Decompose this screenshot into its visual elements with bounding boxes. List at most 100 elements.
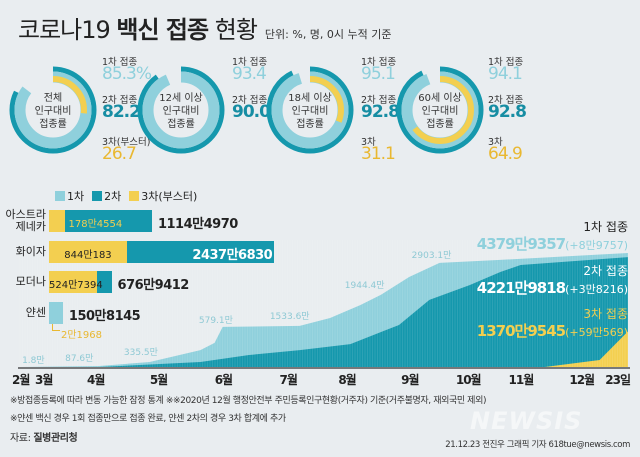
donut-chart bbox=[137, 66, 225, 154]
data-label: 1533.6만 bbox=[269, 312, 310, 323]
total-number: 1370만9545 bbox=[476, 322, 566, 340]
donut-dose2-arc bbox=[9, 66, 97, 154]
bar-dose2-segment bbox=[65, 210, 152, 232]
donut-dose2-arc bbox=[396, 66, 484, 154]
x-tick-label: 10월 bbox=[455, 373, 482, 387]
center-line: 인구대비 bbox=[421, 106, 459, 117]
dose3-label: 3차 bbox=[488, 137, 503, 148]
total-value: 4221만9818(+3만8216) bbox=[477, 277, 628, 298]
page-title: 코로나19 백신 접종 현황 bbox=[18, 16, 258, 44]
dose2-value: 90.0 bbox=[232, 102, 271, 122]
donut-center-label: 60세 이상 인구대비 접종률 bbox=[410, 92, 470, 131]
unit-note: 단위: %, 명, 0시 누적 기준 bbox=[264, 28, 392, 41]
legend-dose3: 3차(부스터) bbox=[129, 188, 197, 204]
total-label: 2차 접종 bbox=[583, 264, 628, 278]
dose3-area bbox=[544, 331, 628, 367]
total-number: 4221만9818 bbox=[476, 279, 566, 297]
bar-dose1-segment bbox=[49, 302, 63, 324]
dose3-label: 3차 bbox=[361, 137, 376, 148]
legend: 1차 2차 3차(부스터) bbox=[55, 188, 197, 204]
x-tick-label: 8월 bbox=[338, 373, 356, 387]
x-tick-label: 5월 bbox=[149, 373, 168, 387]
bar-total-value: 1114만4970 bbox=[157, 217, 238, 232]
x-tick-label: 23일 bbox=[605, 373, 631, 387]
x-tick-label: 12월 bbox=[569, 373, 595, 387]
bar-dose3-segment bbox=[49, 271, 98, 293]
center-line: 인구대비 bbox=[291, 106, 329, 117]
bar-inner-value: 178만4554 bbox=[68, 219, 123, 230]
center-line: 인구대비 bbox=[34, 106, 72, 117]
note-bracket bbox=[52, 324, 60, 331]
bar-total-value: 150만8145 bbox=[68, 309, 141, 324]
center-line: 접종률 bbox=[296, 119, 324, 130]
dose1-value: 95.1 bbox=[361, 64, 396, 84]
credit: 21.12.23 전진우 그래픽 기자 618tue@newsis.com bbox=[445, 440, 630, 450]
data-label: 579.1만 bbox=[198, 315, 233, 326]
x-tick-label: 9월 bbox=[401, 373, 419, 387]
bar-dose3-segment bbox=[49, 210, 66, 232]
data-label: 1.8만 bbox=[22, 355, 45, 366]
x-tick-label: 3월 bbox=[35, 373, 53, 387]
dose1-label: 1차 접종 bbox=[361, 57, 397, 68]
bar-dose2-segment bbox=[126, 241, 275, 263]
center-line: 18세 이상 bbox=[288, 93, 332, 104]
legend-dose1: 1차 bbox=[55, 188, 84, 204]
booster-note: 2만1968 bbox=[61, 330, 103, 341]
dose1-value: 85.3% bbox=[102, 64, 152, 84]
dose2-label: 2차 접종 bbox=[232, 95, 268, 106]
legend-dose2: 2차 bbox=[92, 188, 121, 204]
center-line: 전체 bbox=[43, 93, 63, 104]
dose1-label: 1차 접종 bbox=[102, 57, 138, 68]
dose1-label: 1차 접종 bbox=[232, 57, 268, 68]
dose2-label: 2차 접종 bbox=[488, 95, 524, 106]
total-delta: (+3만8216) bbox=[565, 283, 628, 296]
dose2-area bbox=[20, 257, 628, 367]
bar-inner-value: 524만7394 bbox=[49, 280, 103, 291]
dose3-value: 31.1 bbox=[361, 144, 396, 164]
dose1-label: 1차 접종 bbox=[488, 57, 524, 68]
total-label: 1차 접종 bbox=[583, 220, 628, 234]
donut-dose2-arc bbox=[266, 66, 354, 154]
bar-total-value: 676만9412 bbox=[117, 278, 190, 293]
dose3-value: 64.9 bbox=[488, 144, 523, 164]
dose2-label: 2차 접종 bbox=[102, 95, 138, 106]
x-tick-label: 7월 bbox=[279, 373, 298, 387]
donut-dose3-arc bbox=[19, 76, 87, 144]
total-value: 4379만9357(+8만9757) bbox=[477, 233, 628, 254]
dose1-value: 94.1 bbox=[488, 64, 523, 84]
dose1-value: 93.4 bbox=[232, 64, 267, 84]
center-line: 접종률 bbox=[167, 119, 195, 130]
center-line: 12세 이상 bbox=[159, 93, 203, 104]
x-tick-label: 4월 bbox=[87, 373, 105, 387]
total-number: 4379만9357 bbox=[476, 235, 566, 253]
donut-chart bbox=[266, 66, 354, 154]
bar-dose2-segment bbox=[97, 271, 112, 293]
dose2-value: 82.2 bbox=[102, 102, 141, 122]
bar-total-value: 2437만6830 bbox=[192, 248, 273, 263]
vaccine-name: 화이자 bbox=[15, 245, 46, 258]
total-label: 3차 접종 bbox=[583, 307, 628, 321]
title-row: 코로나19 백신 접종 현황 단위: %, 명, 0시 누적 기준 bbox=[18, 10, 392, 45]
footnote-2: ※얀센 백신 경우 1회 접종만으로 접종 완료, 얀센 2차의 경우 3차 합… bbox=[10, 414, 286, 424]
source: 자료: 질병관리청 bbox=[10, 433, 78, 444]
vaccine-name: 얀센 bbox=[25, 306, 46, 319]
center-line: 접종률 bbox=[426, 119, 454, 130]
donut-dose2-arc bbox=[137, 66, 225, 154]
center-line: 인구대비 bbox=[162, 106, 200, 117]
data-label: 1944.4만 bbox=[344, 281, 385, 292]
dose2-value: 92.8 bbox=[361, 102, 400, 122]
x-tick-label: 6월 bbox=[214, 373, 233, 387]
total-value: 1370만9545(+59만569) bbox=[477, 320, 628, 341]
donut-chart bbox=[9, 66, 97, 154]
data-label: 335.5만 bbox=[123, 347, 158, 358]
vaccine-name: 아스트라 제네카 bbox=[5, 208, 46, 233]
total-delta: (+59만569) bbox=[565, 326, 628, 339]
footnote-1: ※방접종등록에 따라 변동 가능한 잠정 통계 ※※2020년 12월 행정안전… bbox=[10, 396, 487, 406]
dose2-value: 92.8 bbox=[488, 102, 527, 122]
dose3-value: 26.7 bbox=[102, 144, 137, 164]
total-delta: (+8만9757) bbox=[565, 239, 628, 252]
donut-center-label: 전체 인구대비 접종률 bbox=[23, 92, 83, 131]
dose2-label: 2차 접종 bbox=[361, 95, 397, 106]
